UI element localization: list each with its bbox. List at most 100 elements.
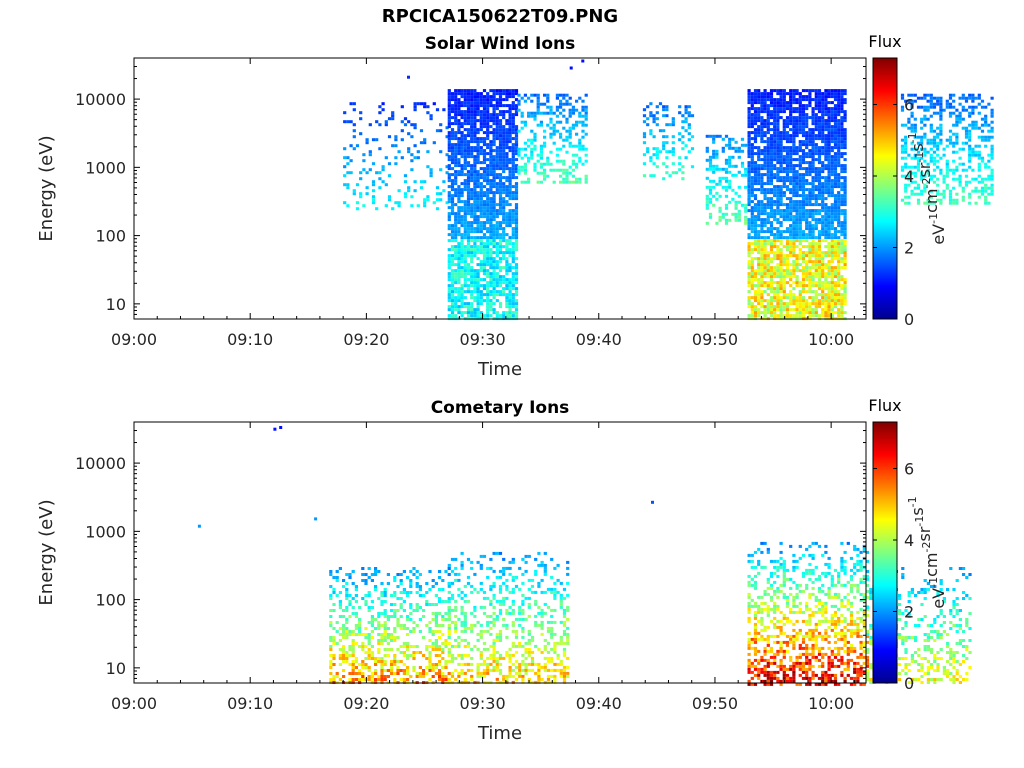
flux-cell: [799, 203, 802, 206]
flux-cell: [744, 207, 747, 210]
flux-cell: [496, 290, 499, 293]
flux-cell: [796, 314, 799, 317]
flux-cell: [776, 233, 779, 236]
flux-cell: [346, 204, 349, 207]
flux-cell: [537, 106, 540, 109]
flux-cell: [815, 197, 818, 200]
flux-cell: [776, 293, 779, 296]
flux-cell: [489, 254, 492, 257]
flux-cell: [565, 178, 568, 181]
flux-cell: [448, 107, 451, 110]
flux-cell: [569, 133, 572, 136]
flux-cell: [824, 122, 827, 125]
flux-cell: [786, 248, 789, 251]
flux-cell: [844, 233, 847, 236]
flux-cell: [754, 314, 757, 317]
flux-cell: [831, 149, 834, 152]
flux-cell: [751, 161, 754, 164]
flux-cell: [821, 308, 824, 311]
flux-cell: [486, 290, 489, 293]
flux-cell: [796, 89, 799, 92]
flux-cell: [470, 140, 473, 143]
flux-cell: [812, 179, 815, 182]
flux-cell: [764, 155, 767, 158]
flux-cell: [722, 216, 725, 219]
flux-cell: [764, 311, 767, 314]
flux-cell: [728, 138, 731, 141]
flux-cell: [949, 139, 952, 142]
flux-cell: [509, 149, 512, 152]
flux-cell: [840, 314, 843, 317]
flux-cell: [808, 116, 811, 119]
flux-cell: [815, 272, 818, 275]
flux-cell: [524, 142, 527, 145]
flux-cell: [815, 314, 818, 317]
flux-cell: [840, 104, 843, 107]
flux-cell: [789, 272, 792, 275]
flux-cell: [486, 197, 489, 200]
flux-cell: [353, 135, 356, 138]
flux-cell: [805, 212, 808, 215]
flux-cell: [439, 192, 442, 195]
flux-cell: [499, 110, 502, 113]
flux-cell: [493, 257, 496, 260]
flux-cell: [480, 278, 483, 281]
flux-cell: [565, 181, 568, 184]
flux-cell: [473, 209, 476, 212]
flux-cell: [489, 155, 492, 158]
flux-cell: [805, 137, 808, 140]
flux-cell: [805, 140, 808, 143]
flux-cell: [933, 112, 936, 115]
flux-cell: [962, 94, 965, 97]
flux-cell: [369, 123, 372, 126]
flux-cell: [502, 266, 505, 269]
flux-cell: [952, 145, 955, 148]
flux-cell: [770, 116, 773, 119]
flux-cell: [834, 164, 837, 167]
flux-cell: [461, 110, 464, 113]
flux-cell: [799, 164, 802, 167]
flux-cell: [812, 236, 815, 239]
flux-cell: [965, 169, 968, 172]
flux-cell: [515, 269, 518, 272]
flux-cell: [509, 122, 512, 125]
flux-cell: [464, 278, 467, 281]
flux-cell: [473, 122, 476, 125]
flux-cell: [715, 192, 718, 195]
flux-cell: [748, 89, 751, 92]
flux-cell: [760, 203, 763, 206]
flux-cell: [741, 165, 744, 168]
flux-cell: [834, 257, 837, 260]
flux-cell: [486, 146, 489, 149]
flux-cell: [812, 131, 815, 134]
flux-cell: [783, 155, 786, 158]
flux-cell: [773, 254, 776, 257]
flux-cell: [486, 269, 489, 272]
flux-cell: [770, 95, 773, 98]
flux-cell: [796, 311, 799, 314]
flux-cell: [818, 218, 821, 221]
flux-cell: [955, 169, 958, 172]
flux-cell: [840, 122, 843, 125]
flux-cell: [543, 175, 546, 178]
flux-cell: [792, 287, 795, 290]
flux-cell: [350, 120, 353, 123]
flux-cell: [678, 138, 681, 141]
flux-cell: [662, 162, 665, 165]
flux-cell: [496, 182, 499, 185]
flux-cell: [834, 215, 837, 218]
flux-cell: [789, 140, 792, 143]
flux-cell: [681, 135, 684, 138]
flux-cell: [828, 281, 831, 284]
flux-cell: [375, 171, 378, 174]
flux-cell: [509, 179, 512, 182]
flux-cell: [812, 161, 815, 164]
flux-cell: [818, 176, 821, 179]
flux-cell: [512, 104, 515, 107]
flux-cell: [748, 107, 751, 110]
flux-cell: [754, 92, 757, 95]
flux-cell: [828, 218, 831, 221]
flux-cell: [808, 215, 811, 218]
flux-cell: [834, 209, 837, 212]
flux-cell: [401, 120, 404, 123]
